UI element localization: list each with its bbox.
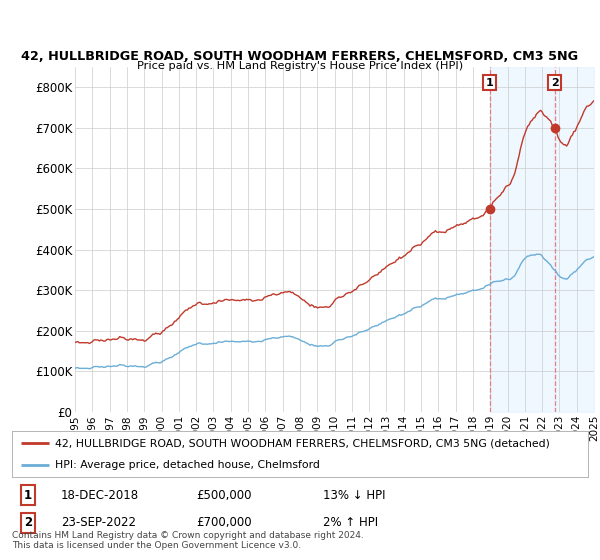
Text: HPI: Average price, detached house, Chelmsford: HPI: Average price, detached house, Chel… bbox=[55, 460, 320, 470]
Text: 23-SEP-2022: 23-SEP-2022 bbox=[61, 516, 136, 529]
Text: £700,000: £700,000 bbox=[196, 516, 252, 529]
Text: £500,000: £500,000 bbox=[196, 489, 252, 502]
Text: Price paid vs. HM Land Registry's House Price Index (HPI): Price paid vs. HM Land Registry's House … bbox=[137, 61, 463, 71]
Text: Contains HM Land Registry data © Crown copyright and database right 2024.
This d: Contains HM Land Registry data © Crown c… bbox=[12, 530, 364, 550]
Text: 2% ↑ HPI: 2% ↑ HPI bbox=[323, 516, 378, 529]
Text: 13% ↓ HPI: 13% ↓ HPI bbox=[323, 489, 386, 502]
Text: 42, HULLBRIDGE ROAD, SOUTH WOODHAM FERRERS, CHELMSFORD, CM3 5NG: 42, HULLBRIDGE ROAD, SOUTH WOODHAM FERRE… bbox=[22, 49, 578, 63]
Text: 2: 2 bbox=[551, 78, 559, 88]
Text: 42, HULLBRIDGE ROAD, SOUTH WOODHAM FERRERS, CHELMSFORD, CM3 5NG (detached): 42, HULLBRIDGE ROAD, SOUTH WOODHAM FERRE… bbox=[55, 438, 550, 448]
Text: 1: 1 bbox=[24, 489, 32, 502]
Text: 18-DEC-2018: 18-DEC-2018 bbox=[61, 489, 139, 502]
Text: 1: 1 bbox=[485, 78, 493, 88]
Text: 2: 2 bbox=[24, 516, 32, 529]
